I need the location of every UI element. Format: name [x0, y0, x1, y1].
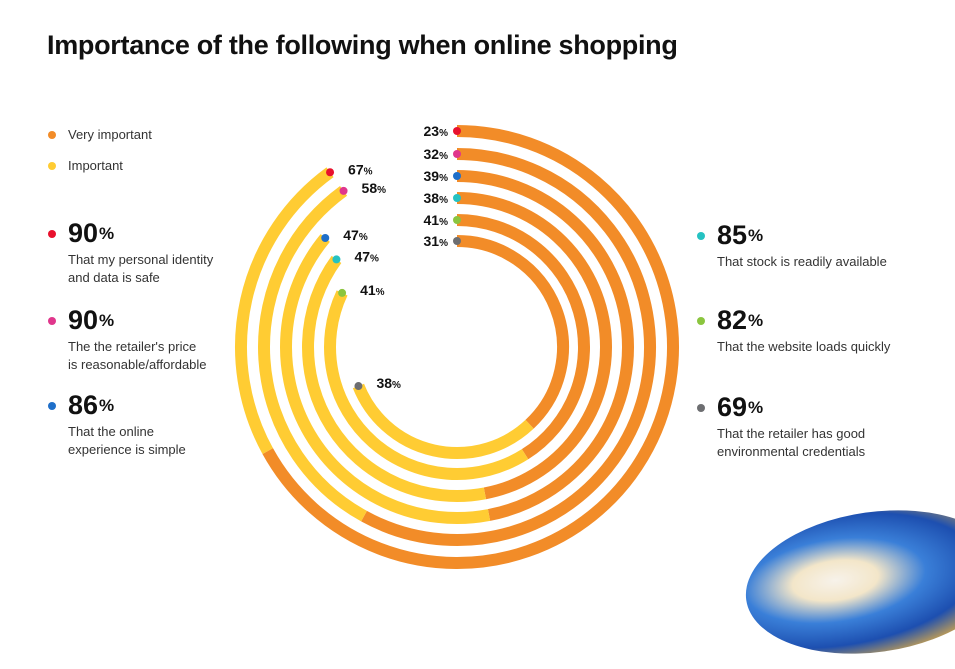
ring-1-end-label: 67%	[348, 161, 373, 177]
ring-2-end-dot-icon	[339, 186, 348, 195]
ring-4-end-label: 47%	[354, 248, 379, 264]
ring-5-end-label: 41%	[360, 282, 385, 298]
stat-unit: %	[99, 395, 115, 415]
stat-unit: %	[748, 397, 764, 417]
legend-label: Important	[68, 158, 123, 173]
stat-experience-simple: 86% That the online experience is simple	[48, 390, 258, 459]
stat-unit: %	[99, 223, 115, 243]
stat-description: The the retailer's price is reasonable/a…	[68, 339, 207, 372]
ring-4-very-important-arc	[456, 192, 612, 500]
stat-description: That my personal identity and data is sa…	[68, 252, 214, 285]
ring-1-end-dot-icon	[326, 168, 335, 177]
ring-6-end-dot-icon	[354, 382, 363, 391]
dot-icon	[48, 229, 56, 238]
ring-1-very-important-arc	[262, 125, 679, 569]
ring-2-important-arc	[258, 186, 367, 522]
ring-3-end-dot-icon	[321, 234, 330, 243]
ring-3-important-arc	[280, 234, 491, 524]
stat-stock-available: 85% That stock is readily available	[697, 220, 907, 271]
stat-identity-safe: 90% That my personal identity and data i…	[48, 218, 258, 287]
ring-6-start-dot-icon	[453, 237, 461, 245]
stat-unit: %	[748, 310, 764, 330]
ring-5-start-label: 41%	[424, 212, 449, 228]
ring-4-important-arc	[302, 255, 487, 502]
ring-5-start-dot-icon	[453, 216, 461, 224]
dot-icon	[48, 401, 56, 410]
legend-label: Very important	[68, 127, 152, 142]
ring-5-important-arc	[324, 290, 529, 480]
stat-value: 69	[717, 392, 748, 422]
dot-icon	[697, 316, 705, 325]
stat-value: 90	[68, 305, 99, 335]
ring-2-start-dot-icon	[453, 150, 461, 158]
legend-dot-icon	[48, 161, 56, 170]
ring-2-end-label: 58%	[362, 180, 387, 196]
ring-2-very-important-arc	[361, 148, 656, 546]
stat-unit: %	[748, 225, 764, 245]
ring-1-start-dot-icon	[453, 127, 461, 135]
stat-description: That the retailer has good environmental…	[717, 426, 866, 459]
ring-2-start-label: 32%	[424, 146, 449, 162]
ring-3-very-important-arc	[456, 170, 634, 521]
stat-description: That the website loads quickly	[717, 339, 891, 354]
dot-icon	[697, 231, 705, 240]
ring-1-start-label: 23%	[424, 123, 449, 139]
stat-unit: %	[99, 310, 115, 330]
dot-icon	[697, 403, 705, 412]
ring-6-important-arc	[352, 383, 534, 459]
stat-value: 82	[717, 305, 748, 335]
stat-website-fast: 82% That the website loads quickly	[697, 305, 907, 356]
stat-value: 86	[68, 390, 99, 420]
legend-dot-icon	[48, 130, 56, 139]
dot-icon	[48, 316, 56, 325]
stat-description: That the online experience is simple	[68, 424, 186, 457]
ring-6-very-important-arc	[456, 235, 569, 429]
ring-3-start-dot-icon	[453, 172, 461, 180]
legend-important: Important	[48, 158, 123, 173]
legend-very-important: Very important	[48, 127, 152, 142]
ring-3-end-label: 47%	[343, 227, 368, 243]
ring-5-very-important-arc	[456, 214, 590, 460]
stat-price-reasonable: 90% The the retailer's price is reasonab…	[48, 305, 258, 374]
radial-bar-chart: 23% 67% 32% 58% 39% 47% 38% 47% 41% 41% 31% 38%	[235, 123, 679, 569]
stat-description: That stock is readily available	[717, 254, 887, 269]
stat-value: 85	[717, 220, 748, 250]
ring-6-start-label: 31%	[424, 233, 449, 249]
ring-1-important-arc	[235, 167, 334, 454]
page-title: Importance of the following when online …	[47, 30, 678, 60]
stat-value: 90	[68, 218, 99, 248]
ring-6-end-label: 38%	[376, 375, 401, 391]
ring-5-end-dot-icon	[338, 288, 347, 297]
stat-environmental: 69% That the retailer has good environme…	[697, 392, 907, 461]
ring-4-start-label: 38%	[424, 190, 449, 206]
ring-4-start-dot-icon	[453, 194, 461, 202]
ring-4-end-dot-icon	[332, 255, 341, 264]
ring-3-start-label: 39%	[424, 168, 449, 184]
